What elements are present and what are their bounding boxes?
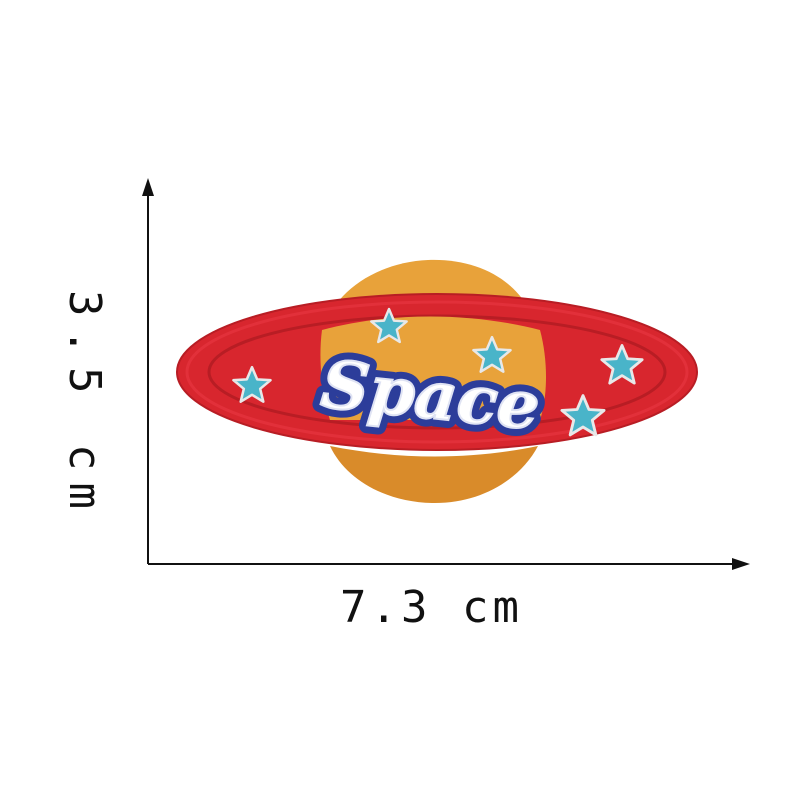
horizontal-arrowhead-icon <box>732 558 750 570</box>
planet-ring-inner <box>207 314 667 430</box>
planet-ring-stitch <box>185 300 689 444</box>
height-dimension-label: 3.5 cm <box>59 290 110 521</box>
width-dimension-label: 7.3 cm <box>340 582 523 633</box>
vertical-arrowhead-icon <box>142 178 154 196</box>
planet-bottom <box>330 446 538 504</box>
space-patch: Space Space <box>176 259 698 504</box>
dimension-axes <box>142 178 750 570</box>
